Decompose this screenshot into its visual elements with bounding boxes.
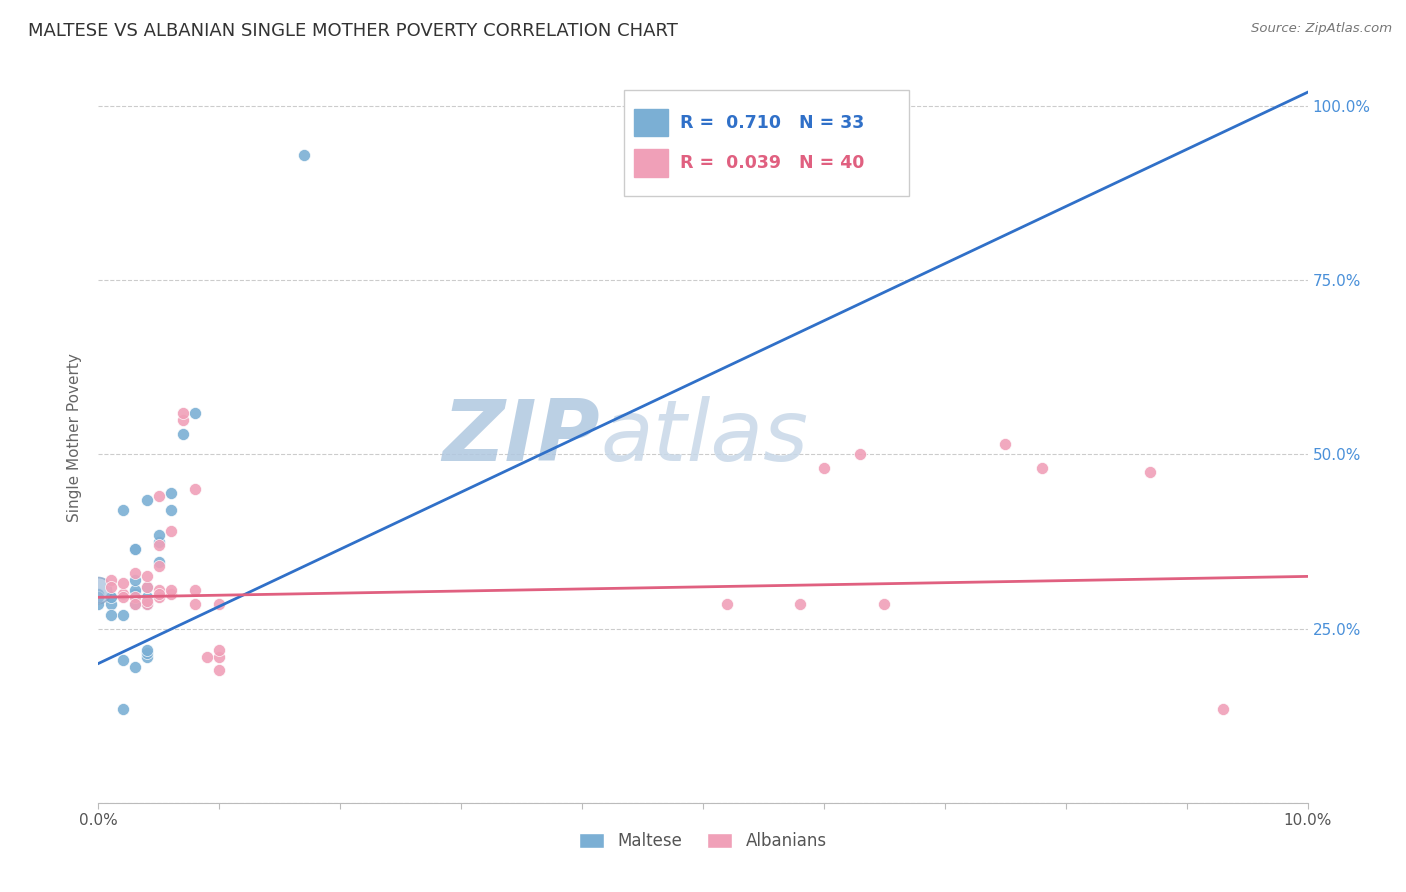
Text: MALTESE VS ALBANIAN SINGLE MOTHER POVERTY CORRELATION CHART: MALTESE VS ALBANIAN SINGLE MOTHER POVERT… bbox=[28, 22, 678, 40]
Text: Source: ZipAtlas.com: Source: ZipAtlas.com bbox=[1251, 22, 1392, 36]
Point bbox=[124, 583, 146, 598]
Point bbox=[135, 649, 157, 664]
Point bbox=[124, 660, 146, 674]
Point bbox=[160, 503, 183, 517]
Point bbox=[208, 597, 231, 611]
Point bbox=[100, 591, 122, 605]
Point bbox=[873, 597, 896, 611]
Point bbox=[124, 587, 146, 601]
Point bbox=[148, 558, 170, 573]
Point bbox=[148, 583, 170, 598]
Point bbox=[292, 148, 315, 162]
Point bbox=[100, 597, 122, 611]
Point bbox=[124, 566, 146, 580]
Point bbox=[148, 527, 170, 541]
Point bbox=[208, 649, 231, 664]
Point bbox=[195, 649, 218, 664]
FancyBboxPatch shape bbox=[634, 109, 668, 136]
Y-axis label: Single Mother Poverty: Single Mother Poverty bbox=[67, 352, 83, 522]
Point bbox=[124, 573, 146, 587]
Point bbox=[148, 556, 170, 570]
Point bbox=[111, 591, 134, 605]
Point bbox=[135, 594, 157, 608]
Text: R =  0.710   N = 33: R = 0.710 N = 33 bbox=[681, 113, 865, 131]
Point bbox=[184, 583, 207, 598]
Point bbox=[135, 646, 157, 660]
Point bbox=[100, 580, 122, 594]
Point bbox=[172, 426, 194, 441]
FancyBboxPatch shape bbox=[634, 149, 668, 177]
Point bbox=[813, 461, 835, 475]
Point bbox=[184, 483, 207, 497]
Point bbox=[160, 587, 183, 601]
Point bbox=[124, 541, 146, 556]
Point bbox=[111, 503, 134, 517]
Point bbox=[148, 538, 170, 552]
Point bbox=[148, 587, 170, 601]
Point bbox=[135, 569, 157, 583]
Point bbox=[111, 653, 134, 667]
Point bbox=[148, 591, 170, 605]
Point bbox=[100, 607, 122, 622]
Text: ZIP: ZIP bbox=[443, 395, 600, 479]
Point bbox=[135, 591, 157, 605]
Point bbox=[111, 607, 134, 622]
Point bbox=[111, 587, 134, 601]
Point bbox=[849, 448, 872, 462]
Point bbox=[135, 492, 157, 507]
Point bbox=[789, 597, 811, 611]
Point bbox=[124, 597, 146, 611]
Point bbox=[111, 702, 134, 716]
Point bbox=[994, 437, 1017, 451]
Point bbox=[208, 642, 231, 657]
Point bbox=[1031, 461, 1053, 475]
Point bbox=[135, 642, 157, 657]
Point bbox=[172, 406, 194, 420]
Point bbox=[160, 524, 183, 538]
Point bbox=[124, 591, 146, 605]
Point bbox=[1212, 702, 1234, 716]
Text: atlas: atlas bbox=[600, 395, 808, 479]
Point bbox=[100, 573, 122, 587]
Point bbox=[716, 597, 738, 611]
Point bbox=[160, 485, 183, 500]
Legend: Maltese, Albanians: Maltese, Albanians bbox=[572, 825, 834, 856]
Point bbox=[184, 597, 207, 611]
Point bbox=[1139, 465, 1161, 479]
Point bbox=[111, 576, 134, 591]
Point bbox=[184, 406, 207, 420]
Point bbox=[135, 580, 157, 594]
Point bbox=[135, 597, 157, 611]
FancyBboxPatch shape bbox=[624, 90, 908, 195]
Point bbox=[148, 489, 170, 503]
Point bbox=[135, 597, 157, 611]
Text: R =  0.039   N = 40: R = 0.039 N = 40 bbox=[681, 153, 865, 172]
Point bbox=[124, 541, 146, 556]
Point bbox=[100, 591, 122, 605]
Point bbox=[172, 412, 194, 426]
Point bbox=[124, 597, 146, 611]
Point bbox=[160, 583, 183, 598]
Point bbox=[148, 534, 170, 549]
Point bbox=[135, 580, 157, 594]
Point bbox=[87, 587, 110, 601]
Point bbox=[87, 597, 110, 611]
Point bbox=[208, 664, 231, 678]
Point bbox=[87, 583, 110, 598]
Point bbox=[87, 591, 110, 605]
